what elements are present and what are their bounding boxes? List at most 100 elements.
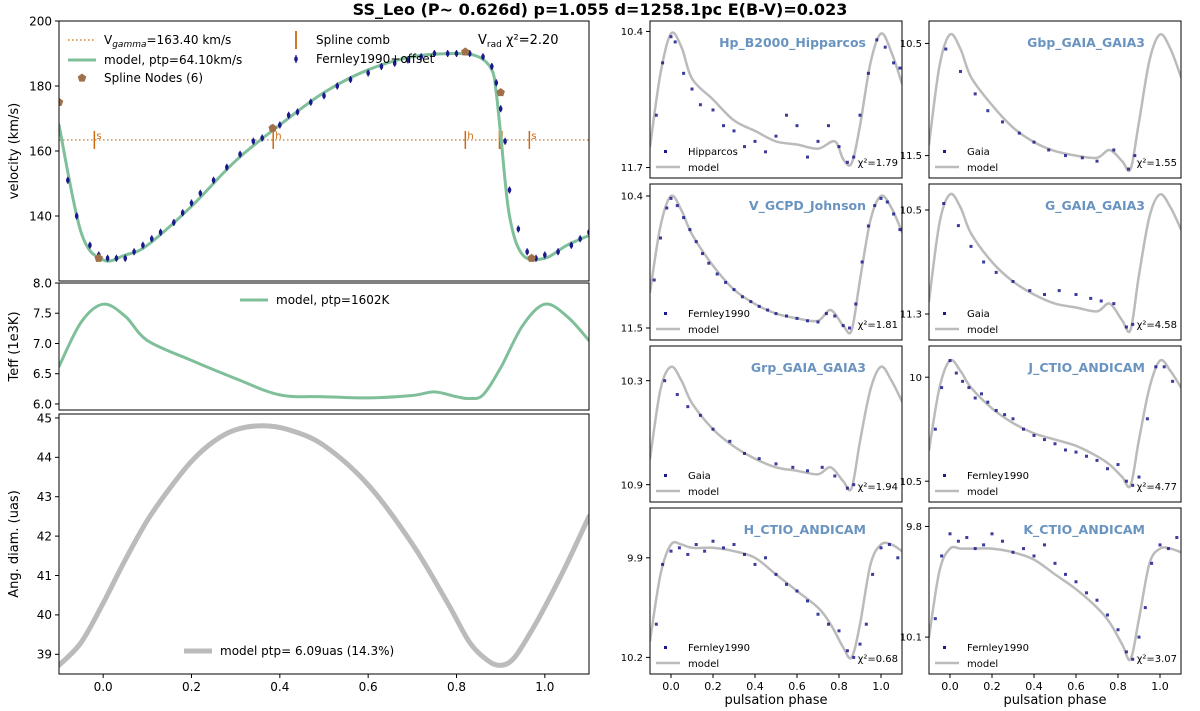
data-point bbox=[852, 483, 856, 487]
data-point bbox=[481, 53, 485, 60]
data-point bbox=[1133, 154, 1137, 158]
data-point bbox=[1095, 598, 1099, 602]
hp-y-ticks: 10.4 11.7 bbox=[621, 27, 650, 174]
data-point bbox=[827, 622, 830, 626]
data-point bbox=[149, 235, 154, 242]
y-tick-label: 10.1 bbox=[900, 633, 922, 644]
legend-label: Fernley1990 bbox=[967, 643, 1029, 654]
figure-title: SS_Leo (P~ 0.626d) p=1.055 d=1258.1pc E(… bbox=[352, 0, 848, 19]
data-point bbox=[1022, 427, 1025, 431]
data-point bbox=[1116, 628, 1120, 632]
data-point bbox=[833, 314, 837, 318]
data-point bbox=[944, 47, 948, 51]
data-point bbox=[1064, 572, 1067, 576]
data-point bbox=[661, 562, 665, 566]
teff-legend: model, ptp=1602K bbox=[240, 293, 391, 307]
legend-label: model bbox=[967, 325, 998, 336]
data-point bbox=[507, 187, 512, 193]
data-point bbox=[753, 139, 757, 143]
data-point bbox=[1171, 379, 1175, 383]
legend-label: Fernley1990 bbox=[688, 309, 750, 320]
v-legend: Fernley1990 model bbox=[656, 309, 750, 336]
comb-label: s bbox=[531, 131, 536, 142]
data-point bbox=[654, 113, 658, 117]
data-point bbox=[105, 255, 110, 262]
data-point bbox=[732, 288, 736, 292]
data-point bbox=[848, 326, 851, 330]
y-tick-label: 9.9 bbox=[627, 553, 643, 564]
data-point bbox=[883, 45, 887, 49]
legend-label: model bbox=[967, 163, 998, 174]
hp-frame bbox=[649, 20, 903, 179]
data-point bbox=[1003, 413, 1007, 417]
data-point bbox=[1043, 293, 1046, 296]
data-point bbox=[1032, 140, 1036, 144]
data-point bbox=[454, 50, 459, 57]
x-tick-label: 0.8 bbox=[447, 680, 466, 694]
data-point bbox=[525, 248, 529, 255]
grp-model-line bbox=[650, 365, 902, 492]
legend-label: model, ptp=64.10km/s bbox=[104, 53, 242, 67]
data-point bbox=[940, 554, 944, 558]
data-point bbox=[88, 242, 92, 249]
j-observations bbox=[933, 359, 1175, 487]
v-y-ticks: 10.4 11.5 bbox=[621, 192, 650, 335]
data-point bbox=[1074, 450, 1078, 454]
y-tick-label: 42 bbox=[37, 529, 52, 543]
data-point bbox=[806, 469, 809, 473]
data-point bbox=[753, 562, 757, 566]
h-chi2: χ²=0.68 bbox=[858, 654, 898, 665]
spline-node bbox=[496, 88, 505, 97]
data-point bbox=[1074, 580, 1078, 584]
data-point bbox=[686, 552, 690, 556]
data-point bbox=[858, 642, 862, 646]
data-point bbox=[652, 278, 656, 282]
data-point bbox=[896, 556, 900, 560]
y-axis-label: Teff (1e3K) bbox=[7, 311, 22, 382]
diam-frame bbox=[58, 413, 590, 675]
teff-model-line bbox=[59, 302, 589, 401]
data-point bbox=[854, 302, 858, 306]
data-point bbox=[715, 272, 719, 276]
gbp-model-line bbox=[929, 32, 1181, 173]
data-point bbox=[516, 226, 521, 232]
data-point bbox=[1064, 448, 1067, 452]
data-point bbox=[969, 244, 973, 248]
k-y-ticks: 9.8 10.1 bbox=[900, 522, 929, 644]
data-point bbox=[827, 124, 830, 128]
data-point bbox=[1106, 613, 1109, 617]
y-tick-label: 200 bbox=[29, 14, 52, 28]
x-tick-label: 0.8 bbox=[830, 680, 848, 693]
data-point bbox=[707, 261, 711, 265]
x-tick-label: 0.6 bbox=[1067, 680, 1085, 693]
data-point bbox=[866, 71, 870, 75]
data-point bbox=[864, 622, 868, 626]
gbp-frame bbox=[928, 20, 1182, 179]
legend-swatch bbox=[943, 474, 946, 477]
data-point bbox=[1011, 550, 1015, 554]
data-point bbox=[866, 224, 870, 228]
velocity-legend: Vgamma=163.40 km/s model, ptp=64.10km/s Sp… bbox=[68, 31, 435, 85]
y-tick-label: 39 bbox=[37, 648, 52, 662]
data-point bbox=[1064, 154, 1067, 158]
diam-model-line bbox=[59, 423, 589, 668]
legend-swatch bbox=[664, 312, 667, 315]
data-point bbox=[1053, 561, 1057, 565]
h-legend: Fernley1990 model bbox=[656, 643, 750, 670]
y-tick-label: 7.5 bbox=[33, 307, 52, 321]
data-point bbox=[757, 304, 761, 308]
x-tick-label: 0.6 bbox=[788, 680, 806, 693]
y-tick-label: 6.5 bbox=[33, 367, 52, 381]
data-point bbox=[764, 150, 767, 154]
y-tick-label: 10.5 bbox=[900, 206, 922, 217]
data-point bbox=[278, 122, 282, 128]
h-y-ticks: 9.9 10.2 bbox=[621, 553, 650, 664]
data-point bbox=[578, 235, 582, 242]
data-point bbox=[673, 40, 677, 44]
data-point bbox=[965, 536, 969, 540]
data-point bbox=[569, 242, 574, 249]
data-point bbox=[948, 359, 952, 363]
data-point bbox=[198, 190, 203, 197]
data-point bbox=[141, 242, 145, 249]
y-tick-label: 11.5 bbox=[621, 324, 643, 335]
